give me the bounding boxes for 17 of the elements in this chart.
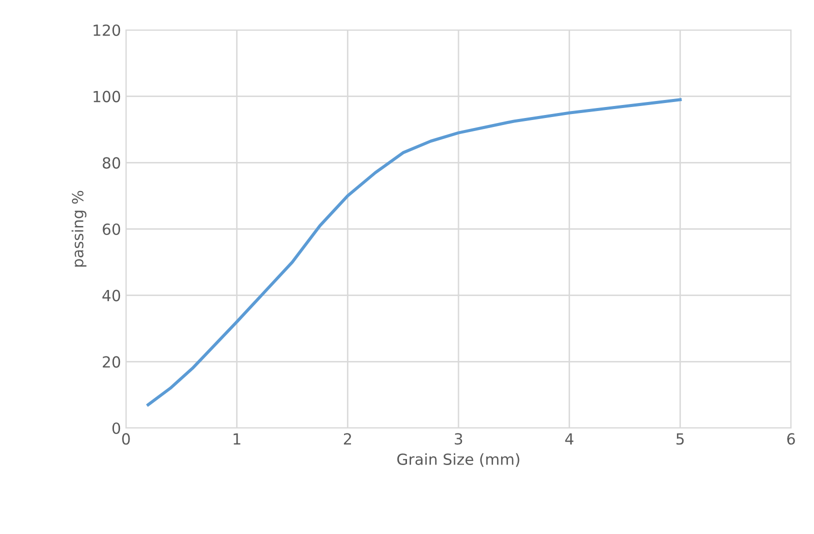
x-tick-label: 6 — [787, 433, 795, 445]
x-axis-title: Grain Size (mm) — [397, 453, 520, 467]
y-tick-label: 80 — [102, 157, 120, 169]
x-tick-label: 5 — [676, 433, 684, 445]
line-series — [146, 98, 682, 406]
x-tick-label: 1 — [234, 433, 240, 444]
x-tick-label: 2 — [344, 433, 351, 444]
x-tick-label: 0 — [122, 433, 130, 445]
y-tick-label: 60 — [102, 223, 120, 236]
y-tick-label: 20 — [102, 356, 120, 368]
x-tick-label: 4 — [565, 433, 574, 444]
y-tick-label: 0 — [112, 422, 120, 434]
y-tick-label: 40 — [102, 290, 120, 302]
y-axis-title: passing % — [72, 190, 86, 267]
y-tick-label: 100 — [94, 90, 120, 102]
y-tick-label: 120 — [94, 24, 120, 36]
x-tick-label: 3 — [454, 433, 462, 445]
